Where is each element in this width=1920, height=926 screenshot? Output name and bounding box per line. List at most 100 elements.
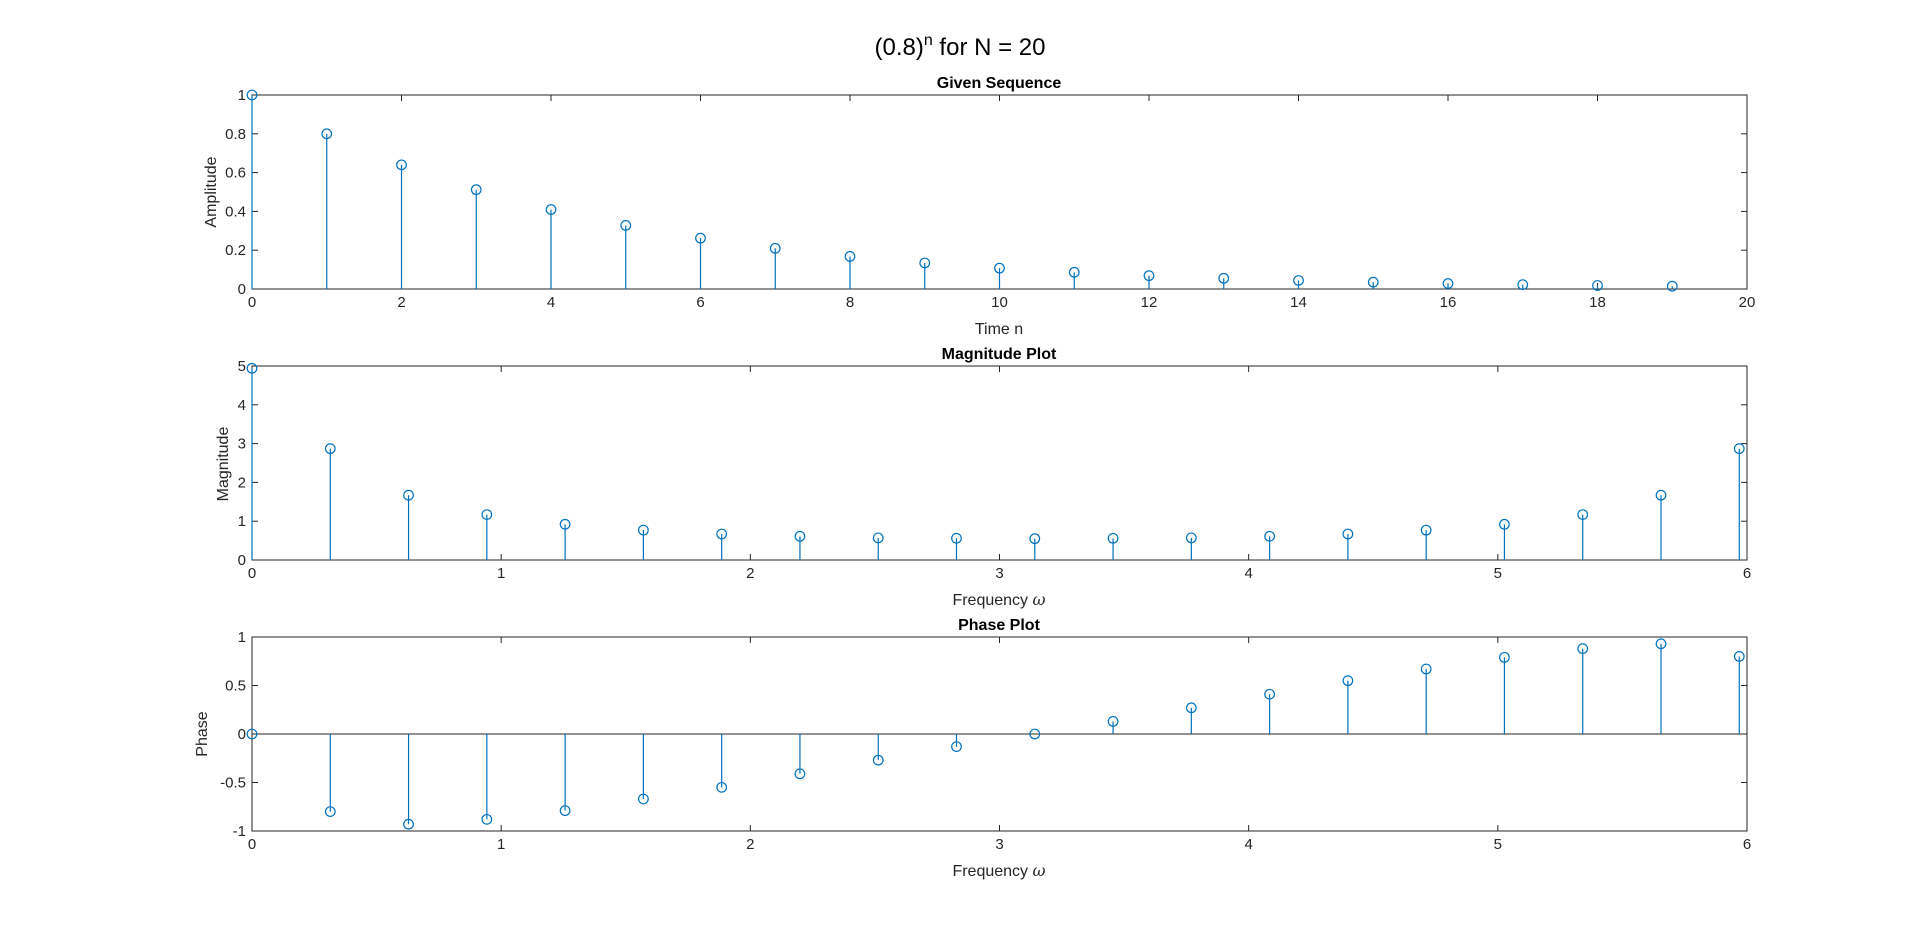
given-sequence-title: Given Sequence [937,75,1062,92]
phase-stem-marker [1264,688,1276,700]
figure-title-exponent: n [924,32,933,49]
given-sequence-stem-marker [321,128,333,140]
phase-stem-marker [1420,663,1432,675]
magnitude-marks: 0 1 2 3 4 5 6 0 1 2 3 4 5 [238,358,1752,582]
phase-stem-marker [1029,728,1041,740]
magnitude-ytick-label: 3 [238,436,246,453]
given-sequence-xtick-label: 0 [248,294,256,311]
given-sequence-stem-marker [1517,279,1529,291]
given-sequence-stem-marker [1367,276,1379,288]
given-sequence-xtick-label: 6 [696,294,704,311]
given-sequence-stem-marker [1293,275,1304,286]
given-sequence-stem-marker [994,262,1005,274]
phase-ylabel: Phase [194,711,211,756]
magnitude-stem-marker [872,532,884,544]
given-sequence-xtick-label: 12 [1141,294,1158,311]
given-sequence-stem-marker [470,184,482,196]
given-sequence-ytick-label: 1 [238,87,246,104]
phase-xlabel: Frequency ω [952,861,1045,880]
given-sequence-xtick-label: 8 [846,294,854,311]
phase-xtick-label: 2 [746,836,754,853]
given-sequence-stem-marker [769,242,781,254]
phase-ytick-label: -1 [233,823,246,840]
given-sequence-ytick-label: 0.2 [225,242,246,259]
given-sequence-xtick-label: 20 [1739,294,1756,311]
given-sequence-stem-marker [1068,266,1080,278]
magnitude-stem-marker [324,443,336,455]
phase-xlabel-text: Frequency [952,863,1032,880]
given-sequence-xlabel: Time n [975,321,1023,338]
magnitude-title: Magnitude Plot [942,346,1057,363]
given-sequence-marks: 0 2 4 6 8 10 12 14 16 18 20 0 0.2 0.4 0.6 0.8 1 [225,87,1755,311]
phase-xtick-label: 4 [1244,836,1252,853]
phase-stem-marker [1733,651,1745,662]
phase-ytick-label: 1 [238,629,246,646]
magnitude-stem-marker [1499,518,1510,530]
given-sequence-axes-box [251,94,1748,290]
given-sequence-xtick-label: 18 [1589,294,1606,311]
magnitude-stem-marker [794,530,806,542]
given-sequence-stem-marker [1592,280,1603,291]
magnitude-stem-marker [1264,530,1276,542]
magnitude-xtick-label: 2 [746,565,754,582]
magnitude-stem-marker [1420,524,1432,536]
magnitude-ytick-label: 5 [238,358,246,375]
magnitude-stem-marker [1029,533,1041,545]
given-sequence-ytick-label: 0.8 [225,126,246,143]
magnitude-stem-marker [246,362,258,374]
phase-stem-marker [481,813,493,825]
phase-plot: Phase Plot Frequency ω Phase 0 1 2 3 4 5 6 -1 -0… [194,617,1751,880]
phase-stem-marker [1499,651,1510,663]
magnitude-xlabel: Frequency ω [952,590,1045,609]
phase-xtick-label: 6 [1743,836,1751,853]
phase-xtick-label: 3 [995,836,1003,853]
magnitude-stem-marker [1655,489,1667,501]
magnitude-ytick-label: 0 [238,552,246,569]
magnitude-ylabel: Magnitude [215,427,232,502]
magnitude-axes-box [251,365,1748,561]
phase-xtick-label: 0 [248,836,256,853]
given-sequence-stem-marker [1666,280,1678,292]
magnitude-xtick-label: 4 [1244,565,1252,582]
magnitude-stem-marker [403,489,414,501]
phase-stem-marker [1342,675,1354,687]
phase-stem-marker [637,793,649,805]
figure-title-base: (0.8) [875,34,924,61]
phase-stem-marker [1185,702,1197,714]
given-sequence-stem-marker [1143,270,1155,282]
phase-stem-marker [1655,638,1667,650]
figure-title: (0.8)n for N = 20 [875,32,1046,61]
magnitude-stem-marker [951,532,962,544]
given-sequence-stem-marker [620,220,632,231]
magnitude-stem-marker [481,509,493,521]
phase-marks: 0 1 2 3 4 5 6 -1 -0.5 0 0.5 1 [220,629,1751,853]
given-sequence-xtick-label: 14 [1290,294,1307,311]
phase-xlabel-omega: ω [1033,861,1046,880]
magnitude-stem-marker [1107,532,1119,544]
given-sequence-stem-marker [695,232,706,244]
magnitude-xtick-label: 0 [248,565,256,582]
given-sequence-stem-marker [844,251,856,262]
given-sequence-ytick-label: 0 [238,281,246,298]
magnitude-ytick-label: 2 [238,474,246,491]
magnitude-stem-marker [1733,443,1745,455]
magnitude-xtick-label: 6 [1743,565,1751,582]
given-sequence-stem-marker [1218,272,1230,284]
given-sequence-ytick-label: 0.4 [225,203,246,220]
magnitude-stem-marker [1342,528,1354,540]
phase-stem-marker [1577,643,1589,655]
phase-stem-marker [403,818,414,830]
magnitude-ytick-label: 4 [238,397,246,414]
phase-title: Phase Plot [958,617,1040,634]
phase-stem-marker [716,781,728,793]
given-sequence-stem-marker [1442,278,1454,289]
phase-stem-marker [559,805,571,817]
given-sequence-stem-marker [246,89,258,101]
phase-stem-marker [1107,715,1119,727]
phase-ytick-label: 0 [238,726,246,743]
magnitude-ytick-label: 1 [238,513,246,530]
phase-stem-marker [324,806,336,817]
given-sequence-xtick-label: 2 [397,294,405,311]
given-sequence-xtick-label: 10 [991,294,1008,311]
